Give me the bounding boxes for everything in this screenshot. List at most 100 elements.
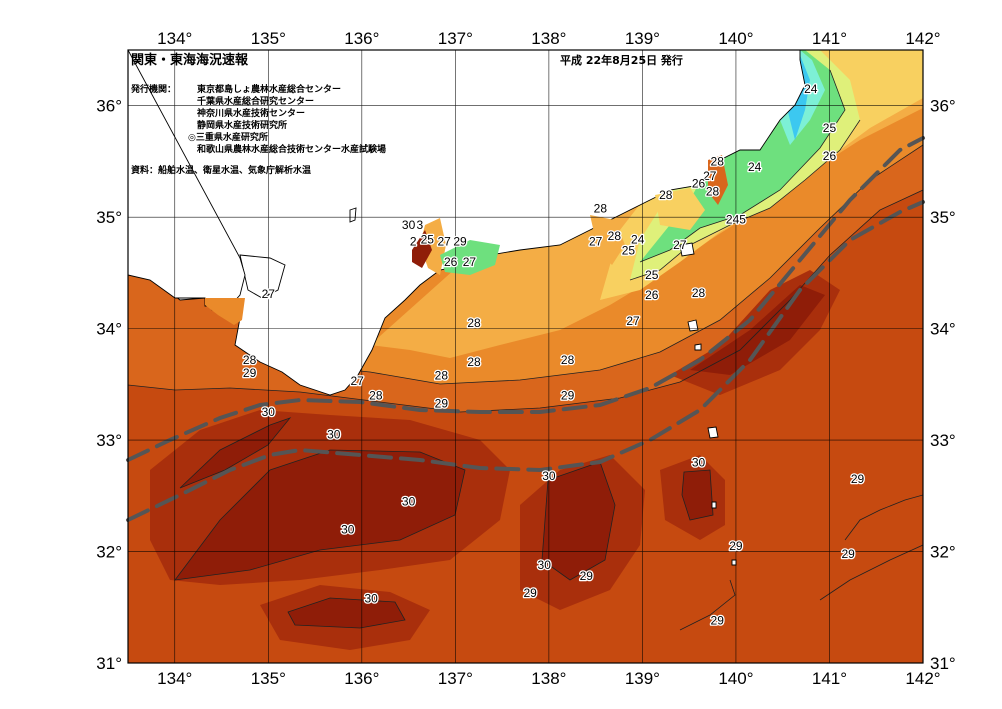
sst-core-31-f xyxy=(690,285,825,375)
lat-label-left-36: 36° xyxy=(96,97,122,116)
sst-core-31-e xyxy=(180,418,290,488)
lon-label-bottom-135: 135° xyxy=(251,669,286,688)
suruga-bay xyxy=(590,215,625,265)
isotherm-label: 28 xyxy=(369,389,383,403)
lat-label-right-33: 33° xyxy=(930,431,956,450)
isotherm-label: 30 xyxy=(364,591,378,605)
issuer-3: 神奈川県水産技術センター xyxy=(197,107,305,119)
islands xyxy=(349,207,737,566)
issuer-2: 千葉県水産総合研究センター xyxy=(197,95,314,107)
lat-lon-grid xyxy=(128,50,924,664)
isotherm-label: 30 xyxy=(542,469,556,483)
lat-label-right-32: 32° xyxy=(930,543,956,562)
isotherm-label: 30 xyxy=(538,558,552,572)
lat-label-right-31: 31° xyxy=(930,654,956,673)
sagami-bay xyxy=(655,188,705,230)
isotherm-label: 24 xyxy=(804,82,818,96)
isotherm-label: 28 xyxy=(435,368,449,382)
lon-label-top-136: 136° xyxy=(344,29,379,48)
isotherm-label: 28 xyxy=(692,286,706,300)
isotherm-label: 27 xyxy=(703,169,717,183)
isotherm-label: 28 xyxy=(659,188,673,202)
lat-label-left-32: 32° xyxy=(96,543,122,562)
lat-label-left-35: 35° xyxy=(96,208,122,227)
isotherm-label: 27 xyxy=(673,238,687,252)
isotherm-label: 26 xyxy=(692,177,706,191)
isotherm-label: 28 xyxy=(561,353,575,367)
isotherm-label: 29 xyxy=(729,539,743,553)
isotherm-label: 28 xyxy=(594,201,608,215)
issuer-4: 静岡県水産技術研究所 xyxy=(197,119,287,131)
isotherm-label: 27 xyxy=(262,287,276,301)
isotherm-label: 28 xyxy=(243,353,257,367)
lat-label-right-35: 35° xyxy=(930,208,956,227)
data-source: 資料：船舶水温、衛星水温、気象庁解析水温 xyxy=(131,164,311,176)
lat-label-right-34: 34° xyxy=(930,320,956,339)
isotherm-label: 28 xyxy=(467,355,481,369)
lon-label-bottom-137: 137° xyxy=(438,669,473,688)
lon-label-bottom-138: 138° xyxy=(531,669,566,688)
lon-label-bottom-140: 140° xyxy=(718,669,753,688)
isotherm-label: 30 xyxy=(341,522,355,536)
isotherm-lines xyxy=(128,69,923,631)
lon-label-top-142: 142° xyxy=(905,29,940,48)
lon-label-bottom-136: 136° xyxy=(344,669,379,688)
isotherm-label: 29 xyxy=(523,586,537,600)
lon-label-top-135: 135° xyxy=(251,29,286,48)
issuers-label: 発行機関： xyxy=(130,83,176,95)
lat-label-left-33: 33° xyxy=(96,431,122,450)
osaka-bay xyxy=(205,298,245,325)
lon-label-bottom-139: 139° xyxy=(625,669,660,688)
issue-date: 平成 22年8月25日 発行 xyxy=(560,53,683,67)
ise-bay xyxy=(420,218,446,275)
isotherm-label: 28 xyxy=(608,229,622,243)
isotherm-label: 24 xyxy=(631,232,645,246)
longitude-labels-top: 134° 135° 136° 137° 138° 139° 140° 141° 142° xyxy=(157,29,940,48)
longitude-labels-bottom: 134° 135° 136° 137° 138° 139° 140° 141° 142° xyxy=(157,669,940,688)
isotherm-label: 30 xyxy=(262,405,276,419)
isotherm-label: 27 xyxy=(463,255,477,269)
isotherm-label: 27 xyxy=(437,235,451,249)
sst-core-31-a xyxy=(175,450,465,580)
isotherm-label: 29 xyxy=(435,396,449,410)
lon-label-top-141: 141° xyxy=(812,29,847,48)
map-frame xyxy=(127,49,924,664)
isotherm-label: 28 xyxy=(706,185,720,199)
isotherm-label: 2 xyxy=(410,235,417,249)
lon-label-top-139: 139° xyxy=(625,29,660,48)
isotherm-label: 25 xyxy=(823,121,837,135)
land-masses xyxy=(128,50,806,396)
lat-label-right-36: 36° xyxy=(930,97,956,116)
sst-core-31-c xyxy=(682,470,713,520)
lon-label-bottom-142: 142° xyxy=(905,669,940,688)
lon-label-top-137: 137° xyxy=(438,29,473,48)
isotherm-label: 29 xyxy=(453,235,467,249)
mikawa-bay xyxy=(440,240,500,275)
temperature-field xyxy=(128,50,923,663)
isotherm-label: 26 xyxy=(823,149,837,163)
isotherm-label: 24 xyxy=(748,160,762,174)
isotherm-label: 25 xyxy=(622,244,636,258)
isotherm-label: 28 xyxy=(467,316,481,330)
isotherm-label: 29 xyxy=(243,366,257,380)
sst-core-31-b xyxy=(542,462,615,580)
lat-label-left-34: 34° xyxy=(96,320,122,339)
isotherm-label: 26 xyxy=(444,255,458,269)
isotherm-label: 29 xyxy=(711,614,725,628)
isotherm-label: 27 xyxy=(350,374,364,388)
isotherm-label: 30 xyxy=(692,455,706,469)
isotherm-label: 27 xyxy=(589,235,603,249)
lon-label-bottom-134: 134° xyxy=(157,669,192,688)
isotherm-label: 30 xyxy=(402,218,416,232)
isotherm-label: 27 xyxy=(626,314,640,328)
lat-label-left-31: 31° xyxy=(96,654,122,673)
isotherm-label: 25 xyxy=(645,268,659,282)
map-title: 関東・東海海況速報 xyxy=(131,52,249,68)
ise-bay-core xyxy=(412,230,432,268)
isotherm-label: 245 xyxy=(726,212,746,226)
isotherm-label: 26 xyxy=(645,288,659,302)
isotherm-label: 29 xyxy=(561,389,575,403)
lon-label-top-134: 134° xyxy=(157,29,192,48)
issuer-1: 東京都島しょ農林水産総合センター xyxy=(197,83,341,95)
